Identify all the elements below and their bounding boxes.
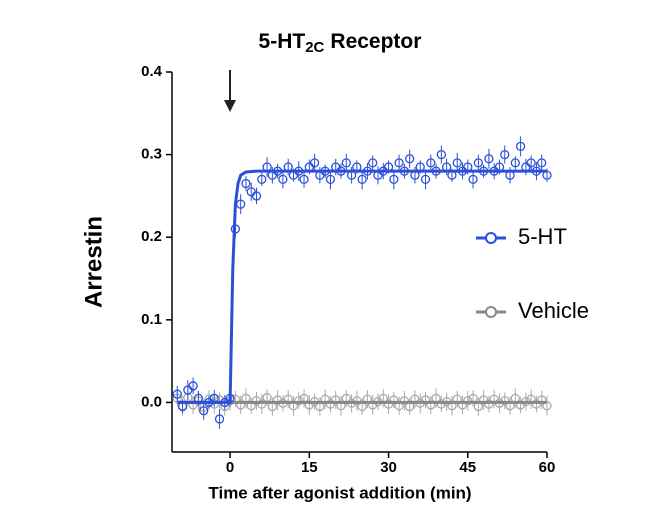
x-tick-label: 0 xyxy=(226,459,234,476)
title-subscript: 2C xyxy=(305,39,324,56)
data-point xyxy=(214,414,225,424)
x-tick-label: 15 xyxy=(301,459,318,476)
data-point xyxy=(251,191,262,201)
data-point xyxy=(405,154,415,164)
data-point xyxy=(468,174,478,185)
data-point xyxy=(278,174,288,185)
data-point xyxy=(199,406,209,416)
data-point xyxy=(473,158,483,168)
data-point xyxy=(325,174,336,185)
data-point xyxy=(368,158,378,168)
data-point xyxy=(357,174,367,185)
x-tick-label: 30 xyxy=(380,459,397,476)
legend-label: Vehicle xyxy=(518,298,589,323)
y-tick-label: 0.2 xyxy=(141,228,162,245)
x-axis-label: Time after agonist addition (min) xyxy=(208,483,471,502)
data-point xyxy=(352,396,362,406)
data-point xyxy=(172,389,182,399)
data-point xyxy=(389,174,399,185)
y-tick-label: 0.0 xyxy=(141,393,162,410)
data-point xyxy=(389,395,399,405)
data-point xyxy=(309,158,320,168)
data-point xyxy=(537,158,547,168)
y-axis-label: Arrestin xyxy=(80,216,107,308)
y-tick-label: 0.4 xyxy=(141,63,163,80)
data-point xyxy=(257,174,267,185)
data-point xyxy=(436,399,447,409)
data-point xyxy=(299,174,309,185)
data-point xyxy=(241,178,251,189)
chart-title: 5-HT2C Receptor xyxy=(259,30,422,56)
data-point xyxy=(188,381,198,391)
title-suffix: Receptor xyxy=(330,30,421,53)
data-point xyxy=(500,396,510,406)
x-tick-label: 60 xyxy=(539,459,556,476)
data-point xyxy=(394,158,404,168)
y-tick-label: 0.3 xyxy=(141,146,162,163)
data-point xyxy=(236,400,246,410)
data-point xyxy=(341,158,351,168)
legend-marker xyxy=(485,306,497,318)
title-main: 5-HT xyxy=(259,30,306,53)
data-point xyxy=(436,149,447,160)
data-point xyxy=(420,395,431,405)
onset-arrow xyxy=(224,70,236,112)
data-point xyxy=(526,158,536,168)
data-point xyxy=(452,158,462,168)
data-point xyxy=(214,395,225,405)
data-point xyxy=(331,395,341,405)
data-point xyxy=(257,399,267,409)
data-point xyxy=(399,396,410,406)
data-point xyxy=(426,400,436,410)
data-point xyxy=(420,174,431,185)
data-point xyxy=(294,396,304,406)
data-point xyxy=(484,154,494,164)
data-point xyxy=(426,158,436,168)
fit-line xyxy=(177,169,547,404)
data-point xyxy=(510,158,520,168)
legend-marker xyxy=(485,232,497,244)
data-point xyxy=(484,399,494,409)
data-point xyxy=(463,396,473,406)
data-point xyxy=(500,149,510,160)
data-point xyxy=(515,141,526,151)
y-tick-label: 0.1 xyxy=(141,311,162,328)
x-tick-label: 45 xyxy=(459,459,476,476)
legend-label: 5-HT xyxy=(518,224,567,249)
data-point xyxy=(537,395,547,405)
